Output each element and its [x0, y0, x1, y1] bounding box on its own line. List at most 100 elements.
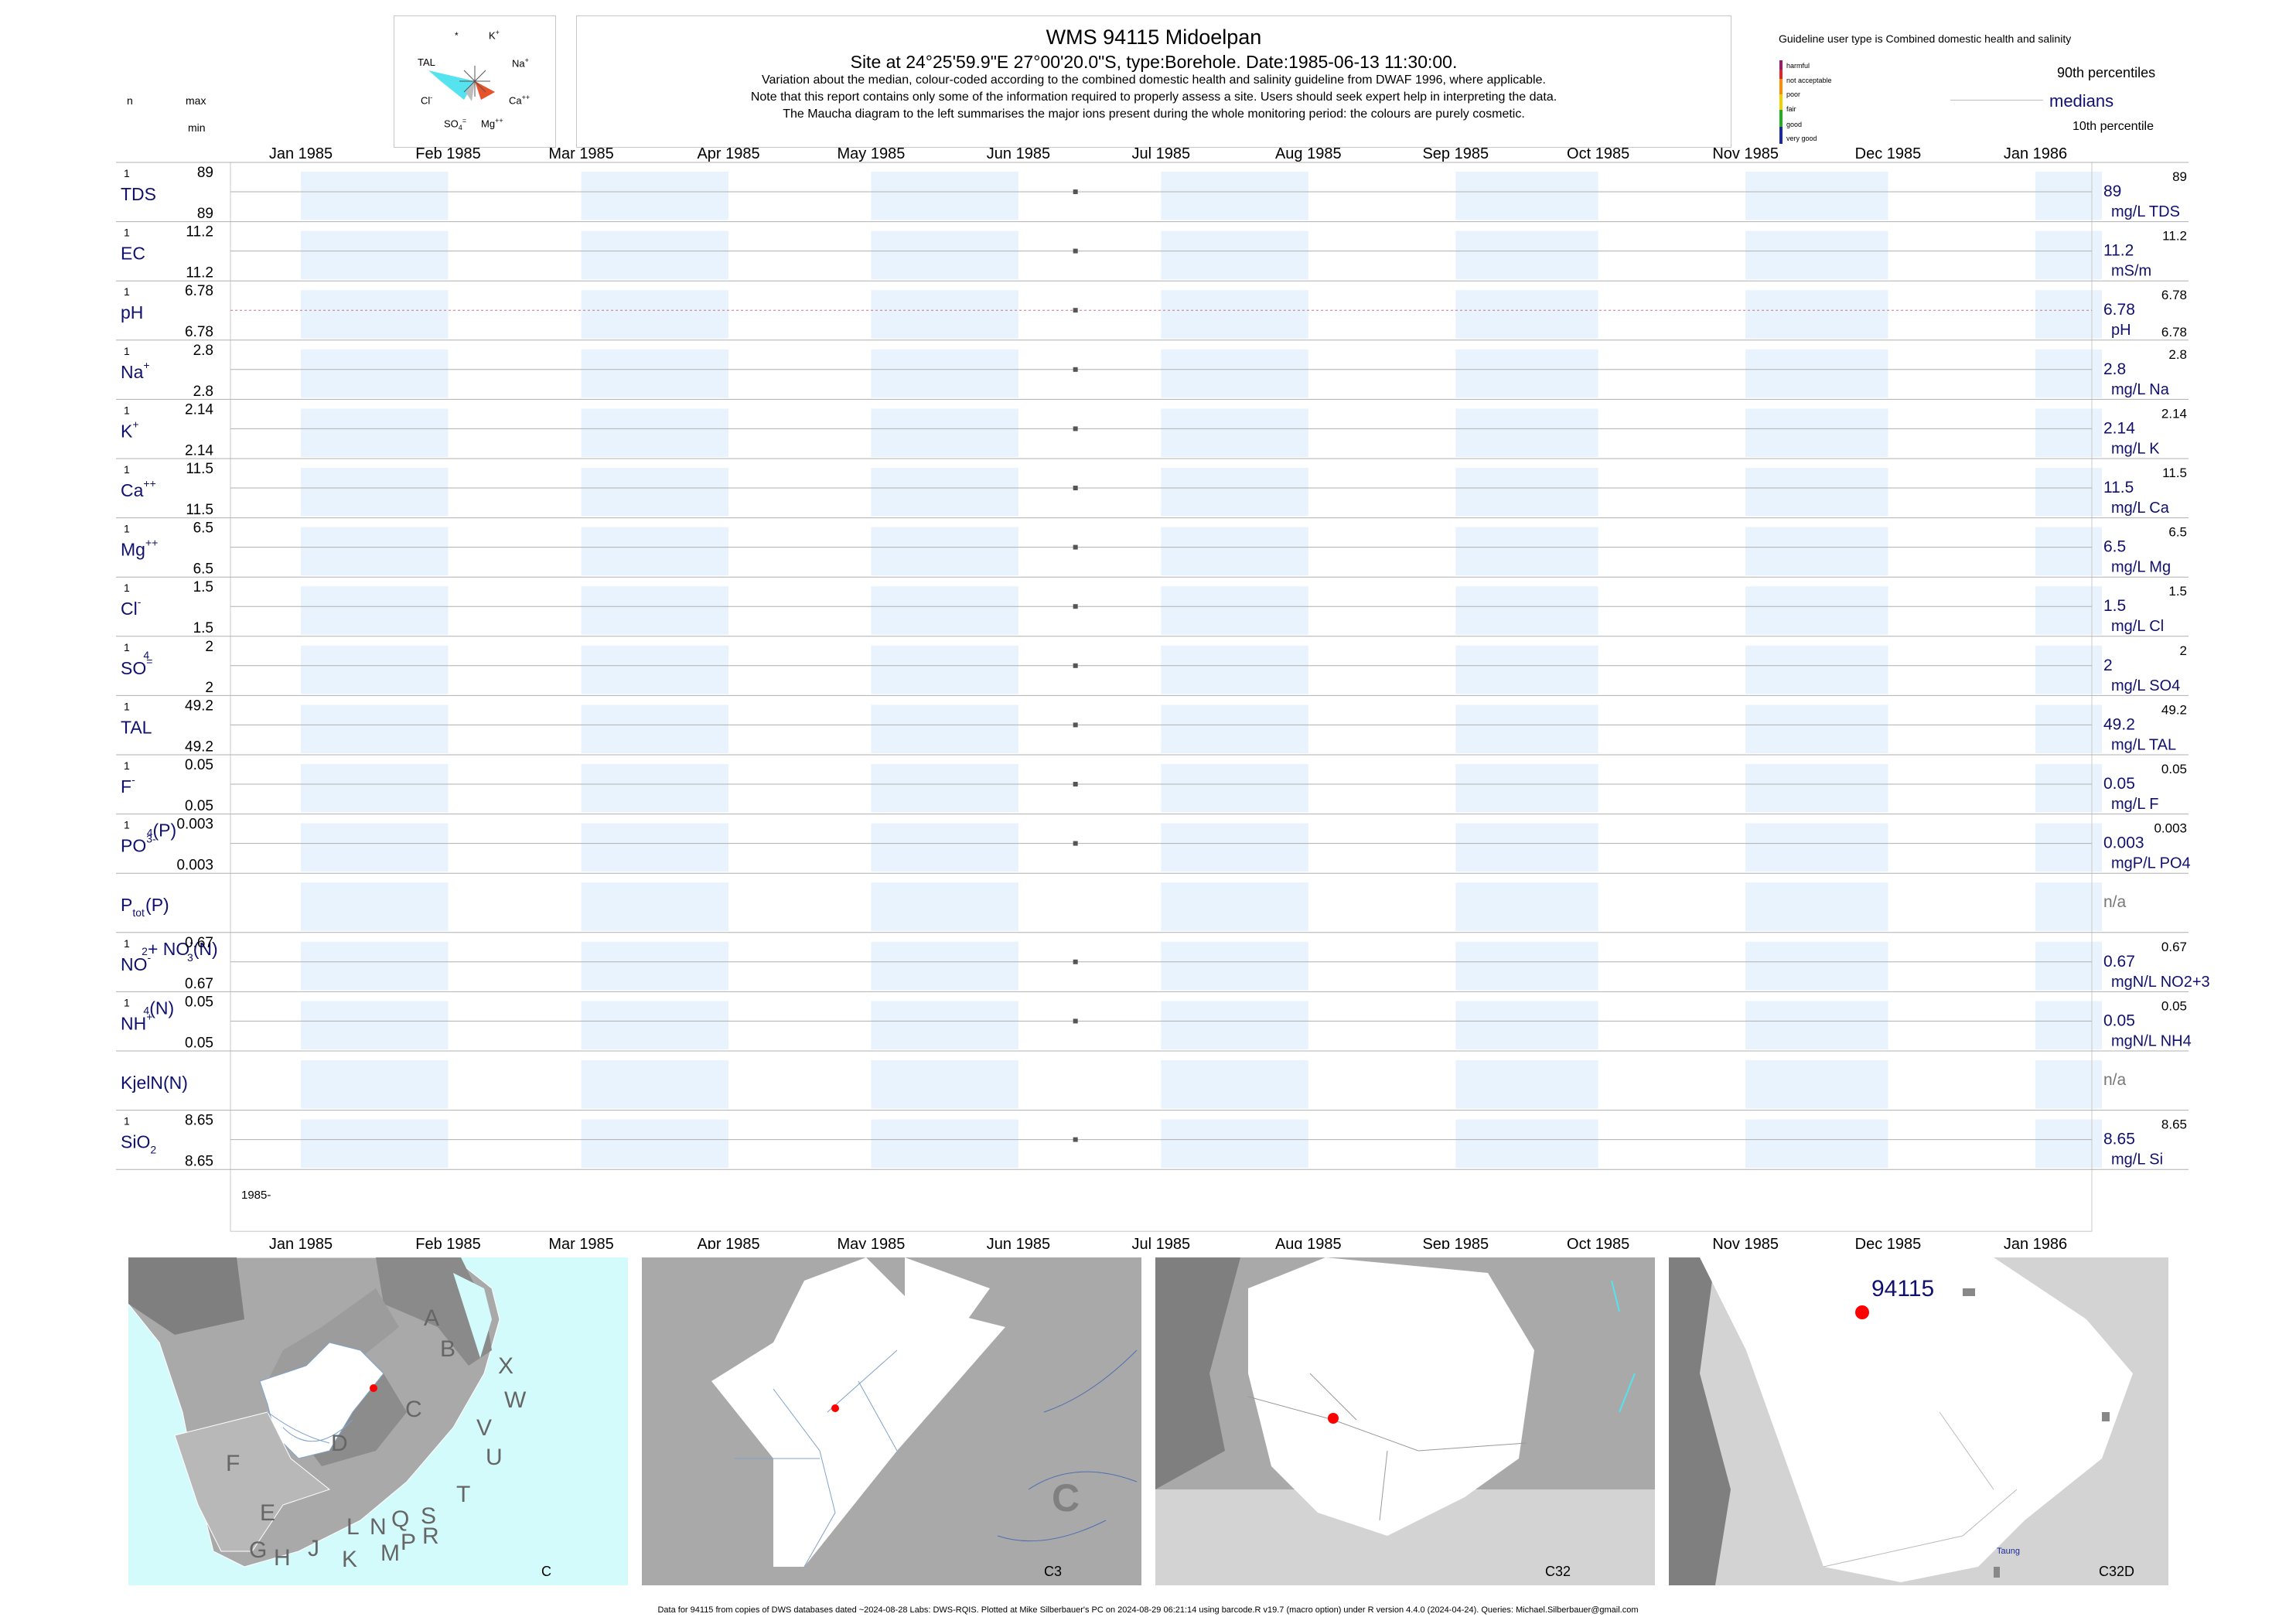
month-band: [301, 408, 449, 457]
medians-label: medians: [2049, 91, 2114, 111]
month-band: [301, 882, 449, 931]
month-band: [301, 645, 449, 694]
guideline-title: Guideline user type is Combined domestic…: [1779, 32, 2072, 45]
month-band: [301, 468, 449, 517]
row-unit: mg/L K: [2111, 440, 2160, 457]
row-n: 1: [124, 167, 130, 179]
row-n: 1: [124, 227, 130, 239]
parameter-label: Cl-: [121, 595, 142, 619]
row-unit: mg/L Cl: [2111, 618, 2164, 635]
row-median-value: 2: [2103, 657, 2113, 674]
row-p90: 0.003: [2154, 821, 2187, 836]
row-unit: mg/L TDS: [2111, 203, 2180, 220]
month-band: [1455, 408, 1598, 457]
map-letter: W: [504, 1387, 527, 1413]
x-tick-label-bottom: Nov 1985: [1712, 1236, 1779, 1249]
x-tick-label-top: Mar 1985: [548, 145, 614, 162]
month-band: [301, 172, 449, 220]
month-band: [2035, 882, 2102, 931]
parameter-label: Mg++: [121, 537, 158, 560]
row-max: 0.05: [185, 757, 213, 773]
parameter-label: Ca++: [121, 477, 156, 500]
map-letter: Q: [391, 1506, 410, 1532]
row-median-value: 11.2: [2103, 242, 2134, 260]
month-band: [301, 1119, 449, 1169]
row-n: 1: [124, 523, 130, 535]
month-band: [581, 408, 729, 457]
map-south-africa: A B X W C D V U F T E S R Q N L P G H J …: [128, 1257, 628, 1585]
parameter-label: Ptot (P): [121, 895, 169, 919]
row-median-value: 8.65: [2103, 1131, 2135, 1148]
month-band: [1161, 764, 1308, 813]
title-box: WMS 94115 Midoelpan Site at 24°25'59.9"E…: [576, 15, 1731, 148]
x-tick-label-top: Jan 1985: [269, 145, 333, 162]
row-max: 11.2: [186, 224, 213, 241]
map-letter: C: [405, 1397, 422, 1422]
map-letter: F: [226, 1451, 241, 1476]
row-median-value: 2.8: [2103, 360, 2126, 378]
row-max: 0.05: [185, 994, 213, 1010]
map-c32d: 94115 Taung C32D: [1669, 1257, 2168, 1585]
row-unit: mg/L TAL: [2111, 736, 2176, 753]
map-letter: J: [308, 1536, 319, 1561]
month-band: [1745, 230, 1888, 280]
row-median-value: 49.2: [2103, 715, 2135, 733]
month-band: [1745, 645, 1888, 694]
month-band: [301, 349, 449, 398]
row-unit: mg/L F: [2111, 796, 2159, 813]
month-band: [871, 230, 1018, 280]
map-letter: G: [249, 1537, 268, 1563]
row-p90: 6.78: [2161, 288, 2187, 302]
month-band: [301, 527, 449, 576]
map-c32: C32: [1155, 1257, 1655, 1585]
month-band: [2035, 1060, 2102, 1109]
map-letter: X: [498, 1353, 514, 1379]
maucha-diagram: * K+ TAL Na+ Cl- Ca++ SO4= Mg++: [394, 15, 556, 148]
data-point: [1073, 486, 1078, 490]
x-tick-label-top: Jan 1986: [2004, 145, 2067, 162]
month-band: [581, 645, 729, 694]
row-max: 2: [205, 639, 213, 655]
month-band: [2035, 586, 2102, 635]
month-band: [581, 586, 729, 635]
map-site-label: 94115: [1871, 1276, 1935, 1302]
legend-swatch-poor: [1779, 79, 1783, 94]
row-p90: 2.8: [2168, 347, 2187, 362]
parameter-label: SiO2: [121, 1132, 156, 1156]
month-band: [301, 764, 449, 813]
month-band: [871, 527, 1018, 576]
row-unit: mg/L Mg: [2111, 559, 2171, 576]
row-max: 0.003: [176, 817, 213, 833]
water-quality-chart: Jan 1985 Jan 1985 Feb 1985 Feb 1985 Mar 1985…: [116, 145, 2210, 1249]
map-c32-svg: [1155, 1257, 1655, 1585]
month-band: [1161, 1119, 1308, 1169]
row-n: 1: [124, 819, 130, 831]
map-letter: R: [422, 1523, 439, 1549]
month-band: [1455, 645, 1598, 694]
row-min: 2: [205, 680, 213, 696]
month-band: [1161, 586, 1308, 635]
parameter-label: EC: [121, 244, 145, 264]
month-band: [301, 586, 449, 635]
legend-label-harmful: harmful: [1786, 62, 1810, 70]
month-band: [301, 705, 449, 753]
month-band: [1455, 172, 1598, 220]
month-band: [2035, 705, 2102, 753]
month-band: [1745, 941, 1888, 991]
row-min: 2.8: [193, 384, 213, 400]
row-n: 1: [124, 937, 130, 950]
row-p90: 6.5: [2168, 525, 2187, 540]
month-band: [301, 823, 449, 872]
row-n: 1: [124, 759, 130, 772]
month-band: [2035, 172, 2102, 220]
maucha-svg: [428, 66, 495, 101]
maucha-tal-label: TAL: [418, 56, 435, 68]
row-unit: mgN/L NH4: [2111, 1032, 2192, 1049]
map-letter: P: [401, 1530, 417, 1555]
x-tick-label-top: Oct 1985: [1567, 145, 1629, 162]
footer-note: Data for 94115 from copies of DWS databa…: [657, 1605, 1639, 1615]
data-point: [1073, 248, 1078, 254]
x-tick-label-top: Apr 1985: [697, 145, 759, 162]
row-median-value: 6.5: [2103, 538, 2126, 556]
map-south-africa-svg: [128, 1257, 628, 1585]
